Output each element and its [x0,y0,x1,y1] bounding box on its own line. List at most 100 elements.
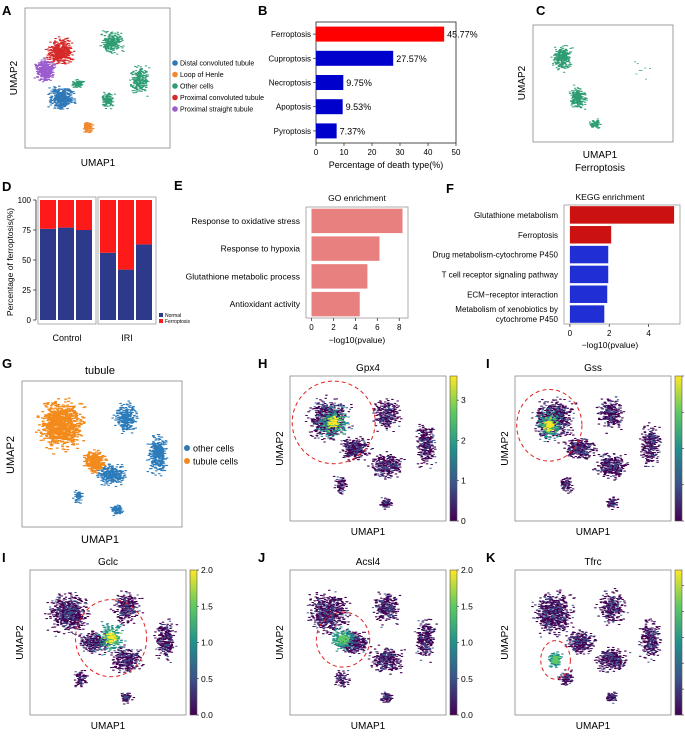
panel-label-e: E [174,178,183,193]
category-label: Cuproptosis [268,54,311,63]
x-tick-label: 2 [607,329,612,338]
y-axis-label: UMAP2 [500,431,511,466]
x-axis-label: UMAP1 [91,721,126,732]
scatter-points [638,422,662,467]
y-axis-label: Percentage of ferroptosis(%) [5,208,15,316]
scatter-points [608,498,618,507]
highlight-ellipse [315,611,371,668]
scatter-points [155,620,178,663]
panel-a-legend: Distal convoluted tubule Loop of Henle Oth… [172,60,264,114]
bar-normal [76,230,92,320]
category-label-line: Glutathione metabolism [474,211,558,220]
group-frame-control [37,196,97,325]
legend-marker [172,60,178,66]
panel-c-ylabel: UMAP2 [517,65,528,100]
y-tick-label: 25 [22,286,31,295]
category-label: Glutathione metabolism [474,211,558,220]
scatter-points [550,45,574,73]
legend-label: Other cells [180,84,214,91]
colorbar-tick-label: 2.0 [201,565,213,575]
x-tick-label: 8 [397,323,402,332]
colorbar-tick-label: 0.5 [201,674,213,684]
scatter-points [415,425,438,469]
bar [316,74,344,91]
scatter-points [34,397,87,455]
panel-g-title: tubule [85,365,115,377]
plot-frame [29,569,187,716]
bar-ferroptosis [76,200,92,230]
panel-i-gclc: I Gclc UMAP1 UMAP2 0.0 0.5 1.0 1.5 2.0 [2,550,213,732]
panel-k: K TfrcUMAP1UMAP20.00.51.01.52.02.5 [486,550,684,732]
panel-label-a: A [2,3,12,18]
scatter-points [638,627,660,663]
scatter-points [374,455,403,479]
plot-frame [514,569,672,716]
legend-label: Proximal straight tubule [180,107,253,114]
category-label-line: T cell receptor signaling pathway [442,270,558,279]
category-label: Response to oxidative stress [191,216,300,226]
bar-ferroptosis [118,200,134,270]
category-label: ECM−receptor interaction [467,290,558,299]
bar [311,264,368,289]
scatter-points [47,85,77,110]
y-tick-label: 75 [22,226,31,235]
panel-label-h: H [258,356,267,371]
group-frame-iri [97,196,157,325]
scatter-points [597,396,622,427]
panel-label-b: B [258,3,267,18]
scatter-points [306,591,349,633]
panel-c-subtitle: Ferroptosis [575,163,625,174]
highlight-ellipse [291,380,376,465]
scatter-points [129,65,151,97]
bar-ferroptosis [100,200,116,253]
category-label-line: ECM−receptor interaction [467,290,558,299]
highlight-ellipse [540,640,571,680]
category-label-line: Ferroptosis [518,231,558,240]
scatter-points [595,396,626,434]
scatter-points [556,672,574,686]
scatter-points [95,463,127,488]
category-label-line: cytochrome P450 [496,315,559,324]
scatter-points [145,434,169,477]
scatter-points [634,61,651,80]
group-label: Control [52,333,81,343]
bar-ferroptosis [40,200,56,229]
category-label: T cell receptor signaling pathway [442,270,558,279]
scatter-points [334,476,346,493]
x-tick-label: 4 [353,323,358,332]
scatter-points [153,618,179,661]
scatter-points [643,429,663,467]
highlight-ellipse [516,388,583,462]
category-label-line: Metabolism of xenobiotics by [455,305,558,314]
legend-marker [172,106,178,112]
category-label: Metabolism of xenobiotics by cytochrome P… [455,305,558,324]
bar [569,226,612,244]
panel-label-k: K [486,550,496,565]
panel-a-ylabel: UMAP2 [9,60,20,95]
panel-a-xlabel: UMAP1 [81,158,116,169]
x-axis-label: UMAP1 [351,527,386,538]
plot-frame [305,206,409,319]
panel-h: H Gpx4 UMAP1 UMAP2 0 1 2 3 [258,356,466,538]
bar-normal [118,269,134,320]
legend-marker [184,445,190,451]
bar [569,285,608,303]
x-tick-label: 40 [424,148,433,157]
scatter-points [638,618,663,662]
bar [569,206,675,224]
scatter-points [336,670,350,686]
panel-label-f: F [446,181,454,196]
x-tick-label: 2 [331,323,336,332]
category-label: Pyroptosis [274,127,311,136]
scatter-points [599,649,632,673]
value-label: 27.57% [396,54,427,64]
colorbar-tick-label: 1.5 [461,601,473,611]
panel-label-g: G [2,356,12,371]
scatter-points [327,416,340,428]
scatter-points [542,417,555,432]
legend-label: Distal convoluted tubule [180,61,254,68]
panel-c-points [550,45,651,129]
colorbar [449,569,458,716]
bar [316,50,394,66]
